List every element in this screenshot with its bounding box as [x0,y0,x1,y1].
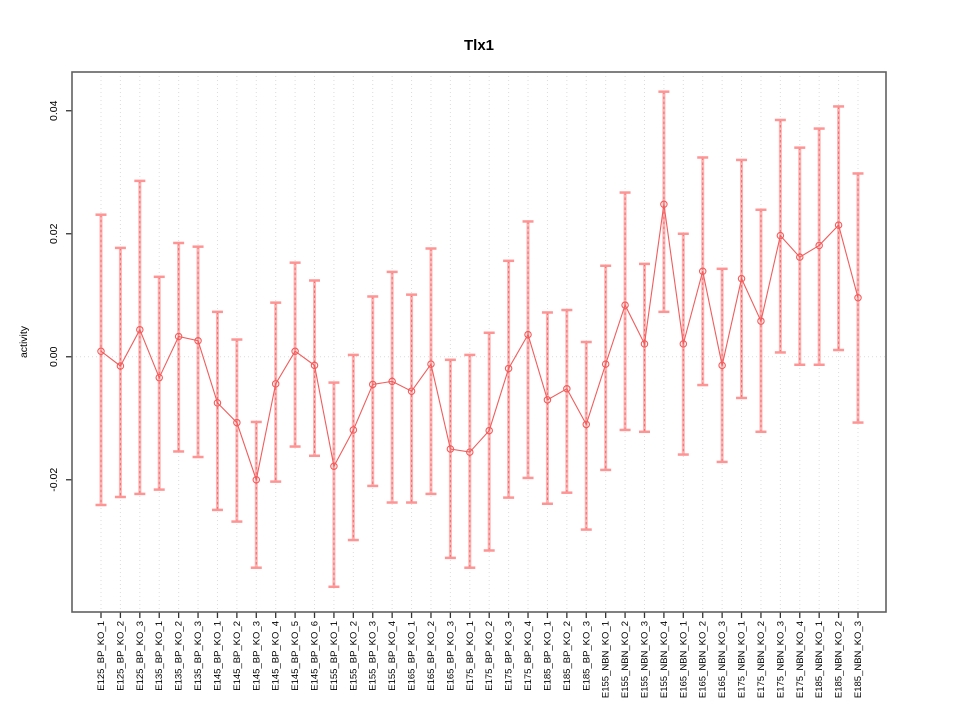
x-tick-label: E185_BP_KO_3 [581,621,592,691]
data-point [213,399,222,407]
x-tick-label: E185_NBN_KO_1 [814,621,825,698]
data-point [233,418,241,427]
x-tick-label: E145_BP_KO_1 [212,621,223,691]
x-tick-label: E165_NBN_KO_2 [698,621,709,698]
data-point [679,340,688,348]
data-point [601,360,610,368]
x-tick-label: E175_NBN_KO_4 [795,621,806,698]
x-tick-label: E175_BP_KO_1 [465,621,476,691]
plot-frame [71,71,887,613]
data-point [427,360,435,368]
x-tick-label: E155_BP_KO_2 [348,621,359,691]
data-point [582,420,591,429]
chart-title: Tlx1 [464,37,494,54]
data-point [660,200,668,208]
x-tick-label: E155_NBN_KO_3 [639,621,650,698]
data-point [174,332,183,341]
x-tick-label: E145_BP_KO_4 [271,621,282,691]
data-point [796,253,804,261]
data-point [116,362,125,370]
data-point [485,426,493,435]
data-point [640,340,649,348]
x-tick-label: E135_BP_KO_1 [154,621,165,691]
x-tick-label: E165_NBN_KO_1 [678,621,689,698]
x-tick-label: E165_BP_KO_2 [426,621,437,691]
data-point [407,387,416,395]
data-point [368,380,377,389]
x-tick-label: E155_NBN_KO_4 [659,621,670,698]
x-tick-label: E175_NBN_KO_3 [775,621,786,698]
data-point [330,462,338,470]
x-tick-label: E145_BP_KO_3 [251,621,262,691]
x-tick-label: E155_BP_KO_1 [329,621,340,691]
data-point [136,325,144,334]
x-tick-label: E155_BP_KO_3 [368,621,379,691]
x-tick-label: E145_BP_KO_2 [232,621,243,691]
x-tick-label: E155_NBN_KO_1 [601,621,612,698]
data-point [252,476,261,484]
data-point [524,330,532,339]
x-tick-label: E175_BP_KO_3 [504,621,515,691]
data-point [815,241,823,250]
data-point [543,396,552,404]
data-point [504,364,513,373]
data-point [698,267,707,276]
x-tick-label: E165_BP_KO_1 [407,621,418,691]
y-tick-label: 0.00 [48,346,60,367]
x-tick-label: E135_BP_KO_2 [174,621,185,691]
y-tick-label: 0.04 [48,100,60,121]
data-point [737,274,746,283]
x-tick-label: E185_BP_KO_1 [542,621,553,691]
x-tick-label: E165_NBN_KO_3 [717,621,728,698]
data-point [757,317,765,325]
data-point [271,380,280,388]
data-point [291,347,299,355]
x-tick-label: E145_BP_KO_6 [310,621,321,691]
data-point [776,231,785,240]
data-point [155,373,163,382]
data-point [466,448,474,456]
y-tick-label: 0.02 [48,223,60,244]
x-tick-label: E155_NBN_KO_2 [620,621,631,698]
series-line [100,204,859,482]
data-point [834,221,843,229]
data-point [854,293,862,302]
data-point [349,426,358,434]
x-tick-label: E155_BP_KO_4 [387,621,398,691]
x-tick-label: E185_BP_KO_2 [562,621,573,691]
data-point [310,361,319,370]
data-point [97,347,105,355]
x-tick-label: E175_BP_KO_2 [484,621,495,691]
x-tick-label: E135_BP_KO_3 [193,621,204,691]
x-tick-label: E185_NBN_KO_2 [834,621,845,698]
y-tick-label: -0.02 [48,468,60,492]
data-point [718,361,726,370]
x-tick-label: E185_NBN_KO_3 [853,621,864,698]
y-axis-label: activity [18,325,30,358]
data-point [446,445,455,453]
x-tick-label: E175_NBN_KO_2 [756,621,767,698]
data-point [621,301,629,309]
x-tick-label: E125_BP_KO_3 [135,621,146,691]
x-tick-label: E125_BP_KO_2 [115,621,126,691]
data-point [194,337,202,345]
x-tick-label: E175_NBN_KO_1 [737,621,748,698]
x-tick-label: E165_BP_KO_3 [445,621,456,691]
data-point [563,384,571,393]
x-tick-label: E125_BP_KO_1 [96,621,107,691]
x-tick-label: E145_BP_KO_5 [290,621,301,691]
x-tick-label: E175_BP_KO_4 [523,621,534,691]
data-point [388,377,396,386]
